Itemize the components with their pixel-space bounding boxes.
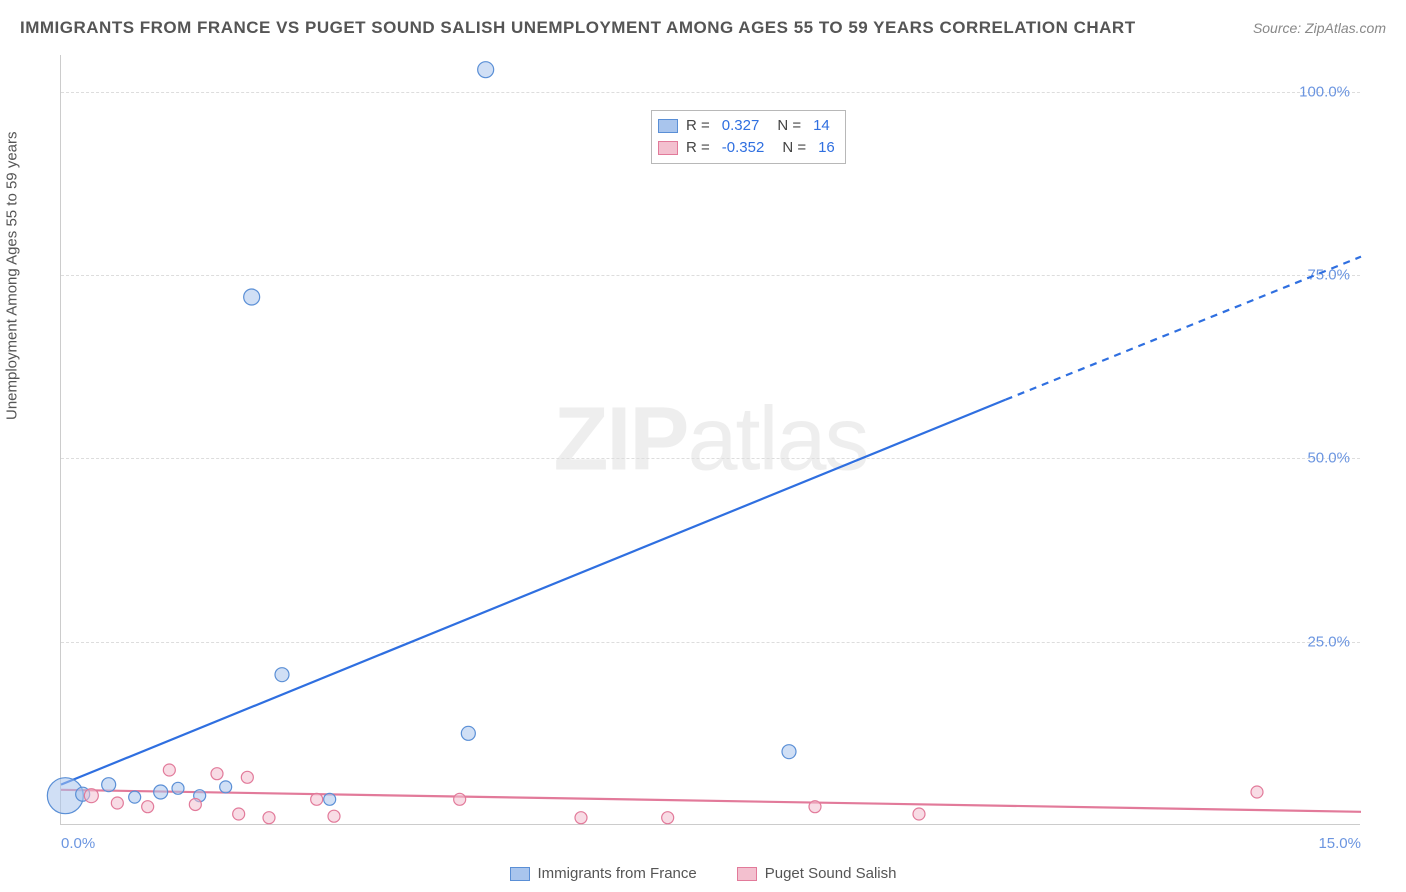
data-point xyxy=(220,781,232,793)
bottom-legend-item-0: Immigrants from France xyxy=(510,865,697,882)
trend-line-solid xyxy=(61,790,1361,812)
data-point xyxy=(311,793,323,805)
legend-r-label: R = xyxy=(686,137,710,159)
data-point xyxy=(809,801,821,813)
bottom-legend-label-1: Puget Sound Salish xyxy=(765,865,897,882)
legend-n-value-0: 14 xyxy=(813,115,830,137)
plot-area: ZIPatlas 25.0%50.0%75.0%100.0%0.0%15.0% … xyxy=(60,55,1360,825)
data-point xyxy=(211,768,223,780)
legend-r-value-1: -0.352 xyxy=(722,137,765,159)
data-point xyxy=(233,808,245,820)
data-point xyxy=(782,745,796,759)
chart-title: IMMIGRANTS FROM FRANCE VS PUGET SOUND SA… xyxy=(20,18,1136,38)
data-point xyxy=(461,726,475,740)
y-axis-label: Unemployment Among Ages 55 to 59 years xyxy=(4,131,21,420)
bottom-legend-swatch-0 xyxy=(510,867,530,881)
data-point xyxy=(142,801,154,813)
data-point xyxy=(275,668,289,682)
data-point xyxy=(163,764,175,776)
data-point xyxy=(154,785,168,799)
correlation-legend: R = 0.327 N = 14 R = -0.352 N = 16 xyxy=(651,110,846,164)
x-tick-label: 15.0% xyxy=(1318,835,1361,852)
data-point xyxy=(244,289,260,305)
data-point xyxy=(189,798,201,810)
bottom-legend-swatch-1 xyxy=(737,867,757,881)
x-tick-label: 0.0% xyxy=(61,835,95,852)
legend-r-label: R = xyxy=(686,115,710,137)
data-point xyxy=(111,797,123,809)
source-attribution: Source: ZipAtlas.com xyxy=(1253,20,1386,36)
legend-r-value-0: 0.327 xyxy=(722,115,760,137)
legend-n-value-1: 16 xyxy=(818,137,835,159)
legend-n-label: N = xyxy=(782,137,806,159)
bottom-legend-label-0: Immigrants from France xyxy=(538,865,697,882)
data-point xyxy=(102,778,116,792)
data-point xyxy=(324,793,336,805)
trend-line-dashed xyxy=(1006,257,1361,400)
data-point xyxy=(172,782,184,794)
title-bar: IMMIGRANTS FROM FRANCE VS PUGET SOUND SA… xyxy=(20,18,1386,38)
data-point xyxy=(263,812,275,824)
data-point xyxy=(478,62,494,78)
legend-row-series-0: R = 0.327 N = 14 xyxy=(658,115,835,137)
chart-svg-layer xyxy=(61,55,1360,824)
bottom-legend-item-1: Puget Sound Salish xyxy=(737,865,897,882)
legend-n-label: N = xyxy=(777,115,801,137)
data-point xyxy=(913,808,925,820)
data-point xyxy=(454,793,466,805)
legend-row-series-1: R = -0.352 N = 16 xyxy=(658,137,835,159)
data-point xyxy=(241,771,253,783)
data-point xyxy=(662,812,674,824)
legend-swatch-1 xyxy=(658,141,678,155)
bottom-legend: Immigrants from France Puget Sound Salis… xyxy=(0,865,1406,882)
data-point xyxy=(84,789,98,803)
data-point xyxy=(129,791,141,803)
data-point xyxy=(328,810,340,822)
data-point xyxy=(575,812,587,824)
trend-line-solid xyxy=(61,400,1006,785)
data-point xyxy=(1251,786,1263,798)
legend-swatch-0 xyxy=(658,119,678,133)
